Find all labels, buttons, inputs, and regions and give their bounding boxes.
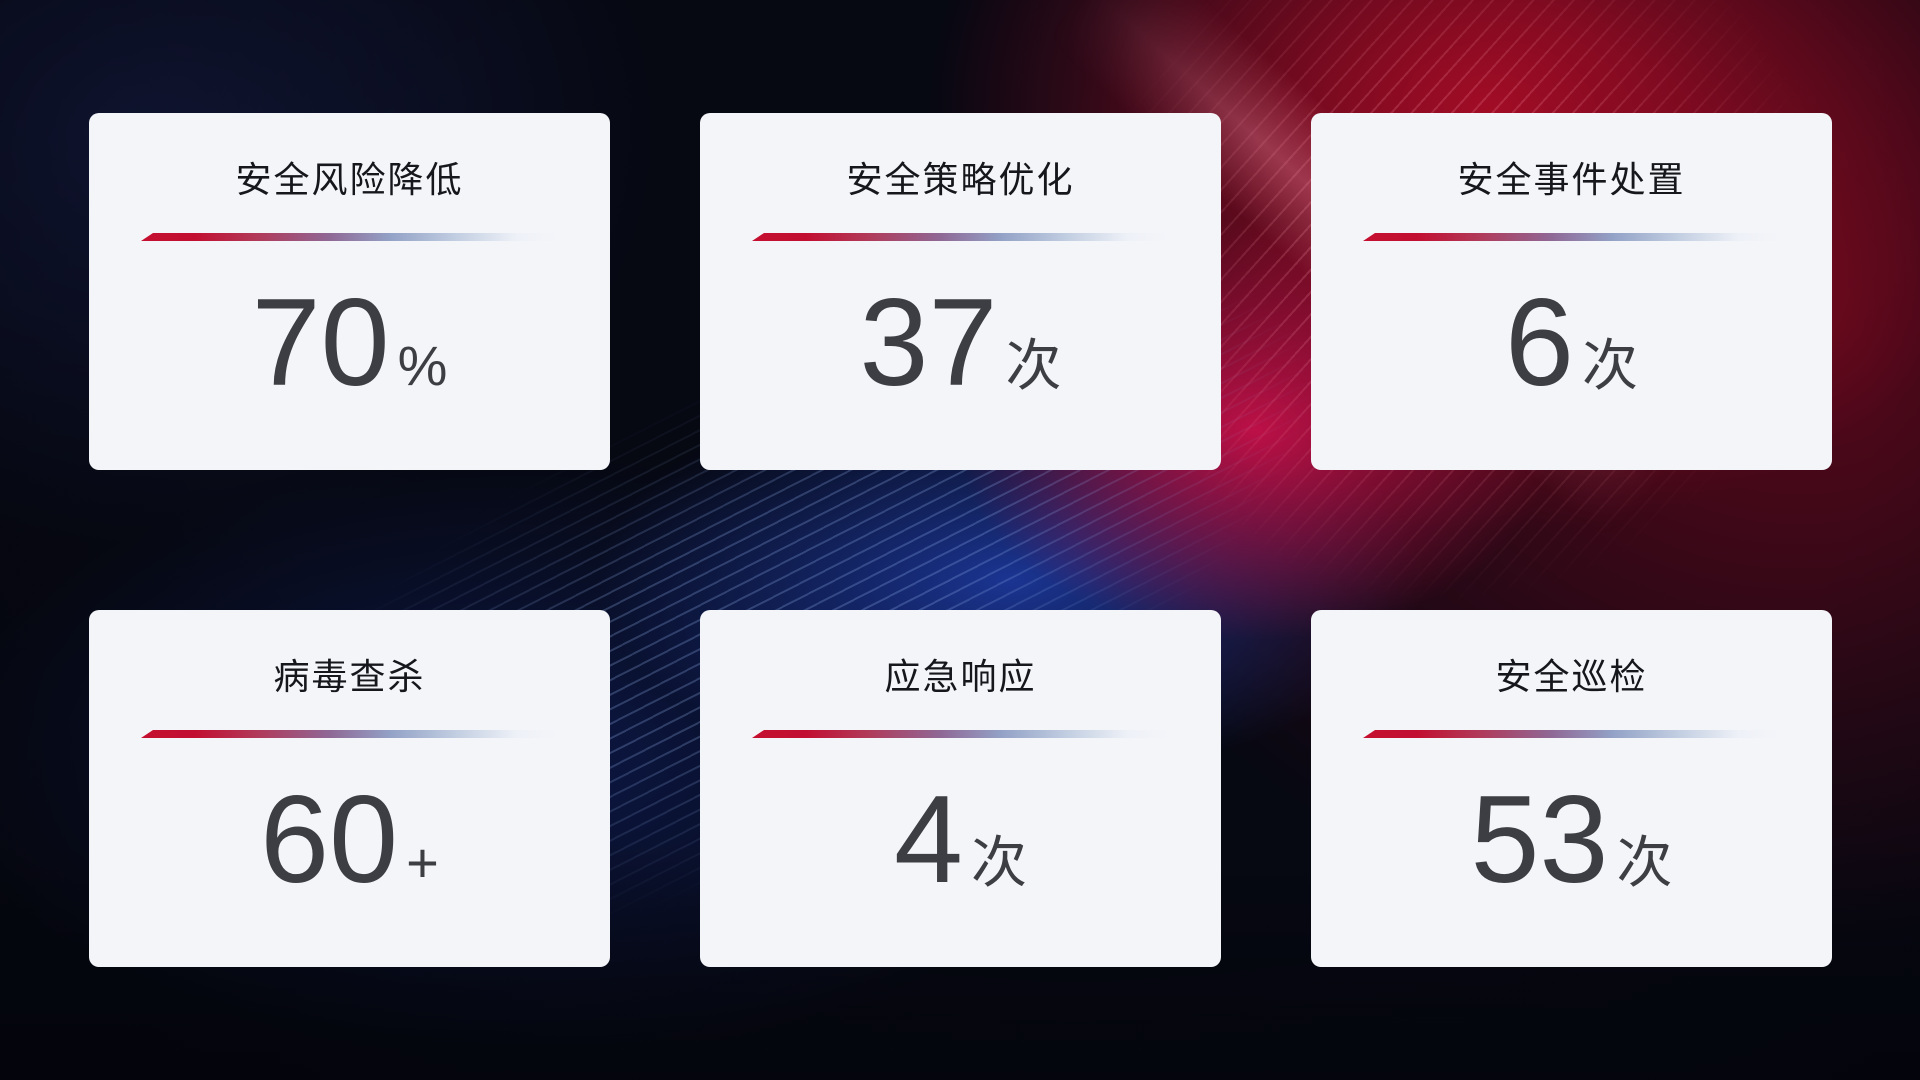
stat-number: 37 — [859, 274, 998, 412]
stat-card-divider — [752, 730, 1169, 738]
stat-unit: 次 — [1616, 831, 1673, 894]
stat-card-title: 安全巡检 — [1495, 656, 1648, 697]
stat-card-value-row: 70 % — [252, 281, 448, 405]
stat-unit: 次 — [1005, 334, 1062, 397]
stat-card-value-row: 37 次 — [860, 281, 1062, 405]
stat-card-incident-handling: 安全事件处置 6 次 — [1311, 113, 1832, 470]
stat-card-title: 安全策略优化 — [846, 159, 1075, 200]
stat-card-value-row: 53 次 — [1471, 778, 1673, 902]
stat-number: 60 — [260, 771, 399, 909]
stat-card-divider — [752, 233, 1169, 241]
stat-card-risk-reduction: 安全风险降低 70 % — [89, 113, 610, 470]
stat-card-title: 安全风险降低 — [235, 159, 464, 200]
stat-card-value-row: 6 次 — [1505, 281, 1638, 405]
stat-number: 4 — [894, 771, 963, 909]
stat-card-divider — [1363, 730, 1780, 738]
stat-card-title: 病毒查杀 — [273, 656, 426, 697]
stat-unit: + — [406, 831, 439, 894]
stat-card-title: 应急响应 — [884, 656, 1037, 697]
stat-unit: 次 — [1581, 334, 1638, 397]
stat-card-divider — [141, 730, 558, 738]
stat-card-value-row: 4 次 — [894, 778, 1027, 902]
stat-card-virus-scan: 病毒查杀 60 + — [89, 610, 610, 967]
stat-unit: % — [397, 334, 448, 397]
stat-number: 6 — [1505, 274, 1574, 412]
stat-card-policy-optimization: 安全策略优化 37 次 — [700, 113, 1221, 470]
stat-number: 53 — [1470, 771, 1609, 909]
stat-card-security-inspection: 安全巡检 53 次 — [1311, 610, 1832, 967]
stat-card-emergency-response: 应急响应 4 次 — [700, 610, 1221, 967]
stat-card-value-row: 60 + — [260, 778, 439, 902]
stat-card-divider — [1363, 233, 1780, 241]
stat-card-divider — [141, 233, 558, 241]
stat-card-grid: 安全风险降低 70 % 安全策略优化 37 次 安全事件处置 6 次 病毒查 — [89, 113, 1832, 967]
stat-number: 70 — [251, 274, 390, 412]
stat-card-title: 安全事件处置 — [1457, 159, 1686, 200]
stat-unit: 次 — [970, 831, 1027, 894]
